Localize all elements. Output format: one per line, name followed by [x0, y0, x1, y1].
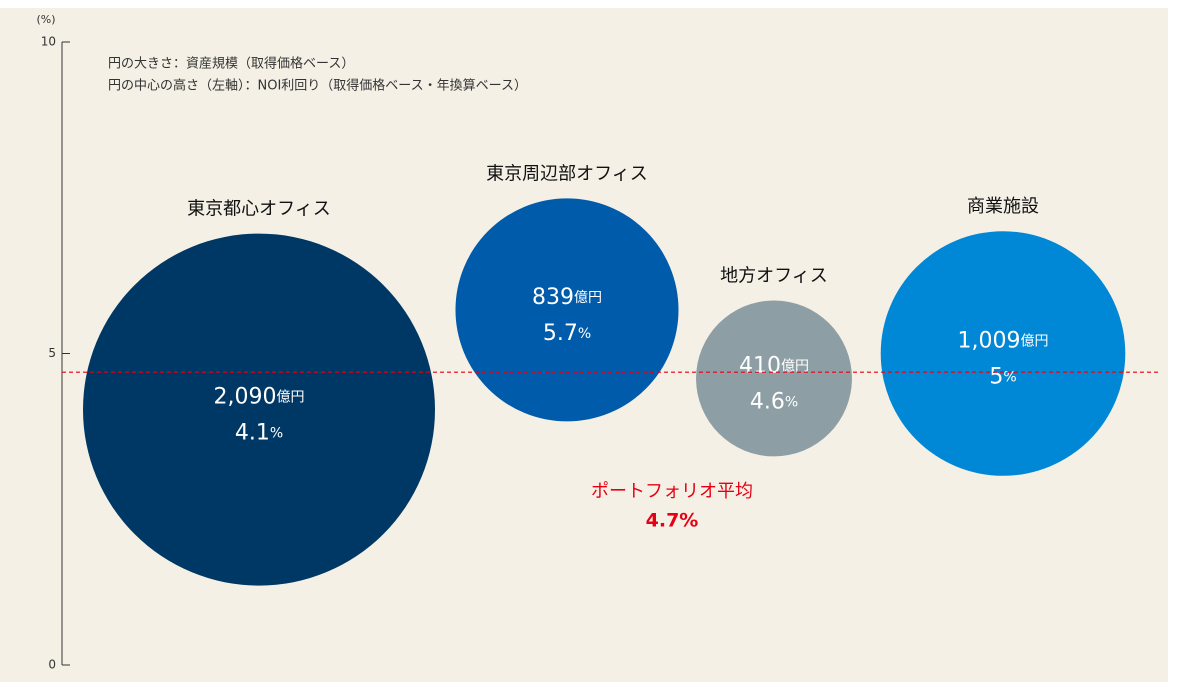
- y-tick-label: 10: [41, 35, 56, 49]
- size-label: 1,009億円: [958, 329, 1049, 354]
- size-value: 1,009: [958, 329, 1021, 354]
- y-tick-label: 0: [48, 658, 56, 672]
- average-name: ポートフォリオ平均: [591, 481, 753, 502]
- size-label: 839億円: [532, 285, 602, 310]
- bubble: [83, 233, 435, 586]
- size-unit: 億円: [781, 358, 809, 374]
- value-label: 5.7%: [543, 321, 591, 346]
- average-value: 4.7%: [646, 510, 699, 532]
- category-label: 商業施設: [967, 196, 1039, 217]
- y-axis-label: (%): [36, 13, 55, 26]
- value-label: 4.1%: [235, 421, 283, 446]
- size-label: 410億円: [739, 353, 809, 378]
- annotation: 円の中心の高さ（左軸）：NOI利回り（取得価格ベース・年換算ベース）: [108, 78, 527, 94]
- size-unit: 億円: [574, 290, 602, 306]
- bubble: [696, 300, 852, 457]
- size-value: 2,090: [214, 385, 277, 410]
- annotation: 円の大きさ：資産規模（取得価格ベース）: [108, 56, 354, 72]
- size-label: 2,090億円: [214, 385, 305, 410]
- category-label: 東京周辺部オフィス: [486, 163, 648, 184]
- category-label: 地方オフィス: [720, 265, 828, 286]
- value: 4.6: [750, 389, 785, 414]
- size-value: 410: [739, 353, 781, 378]
- value: 4.1: [235, 421, 270, 446]
- value-label: 4.6%: [750, 389, 798, 414]
- bubble: [455, 198, 679, 422]
- value: 5.7: [543, 321, 578, 346]
- value-unit: %: [270, 426, 283, 442]
- size-unit: 億円: [1020, 334, 1048, 350]
- value-unit: %: [785, 394, 798, 410]
- y-tick-label: 5: [48, 346, 56, 360]
- size-unit: 億円: [276, 390, 304, 406]
- size-value: 839: [532, 285, 574, 310]
- value-label: 5%: [989, 365, 1016, 390]
- value-unit: %: [578, 326, 591, 342]
- value: 5: [989, 365, 1003, 390]
- value-unit: %: [1003, 370, 1016, 386]
- category-label: 東京都心オフィス: [187, 199, 331, 220]
- bubble: [880, 231, 1126, 476]
